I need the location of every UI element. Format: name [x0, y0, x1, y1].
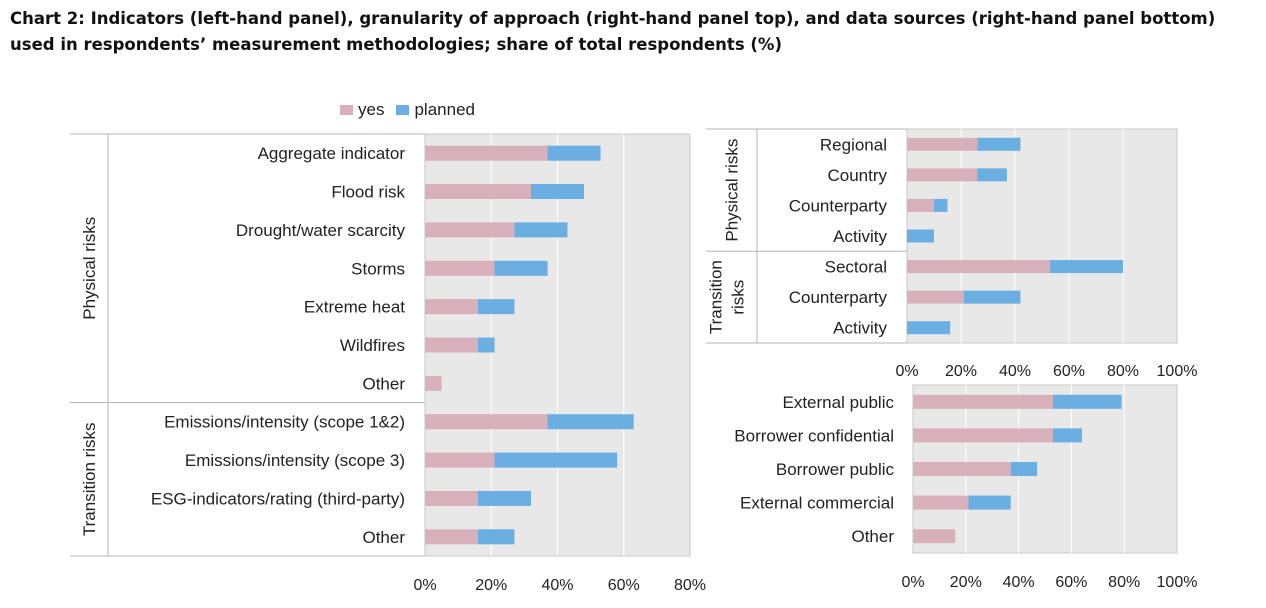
panel-1-bar-planned-flood-risk: [531, 184, 584, 200]
panel-1-bar-yes-esg-indicators-rating-third-party: [425, 490, 478, 506]
panel-3-bar-planned-borrower-confidential: [1052, 428, 1082, 443]
panel-3-bar-yes-external-public: [913, 394, 1053, 409]
panel-1-bar-planned-wildfires: [478, 337, 495, 353]
panel-1-xtick-label: 0%: [413, 577, 436, 594]
panel-1-bar-planned-emissions-intensity-scope-3: [494, 452, 618, 468]
panel-1-bar-planned-storms: [494, 260, 548, 276]
panel-2-xtick-label: 0%: [895, 363, 918, 380]
panel-3-bar-yes-other: [913, 529, 956, 544]
panel-1-bar-planned-other: [478, 529, 515, 545]
panel-3-bar-yes-borrower-confidential: [913, 428, 1053, 443]
panel-2-bar-planned-regional: [977, 137, 1021, 151]
panel-2-category-label-activity: Activity: [833, 227, 887, 246]
panel-2-category-label-counterparty: Counterparty: [789, 288, 888, 307]
legend-label-planned: planned: [414, 100, 475, 119]
panel-2-plot-area: [906, 128, 1178, 344]
panel-2-xtick-label: 40%: [999, 363, 1031, 380]
panel-3-category-label-other: Other: [851, 527, 894, 546]
panel-2-group-label-transition-risks-part: Transition: [707, 260, 726, 334]
panel-2-category-label-sectoral: Sectoral: [825, 258, 887, 277]
panel-3-category-label-borrower-confidential: Borrower confidential: [734, 426, 894, 445]
panel-1-bar-yes-emissions-intensity-scope-3: [425, 452, 495, 468]
panel-1-group-label-transition-risks: Transition risks: [80, 422, 99, 536]
panel-1-bar-yes-drought-water-scarcity: [425, 222, 515, 238]
panel-2-bar-yes-country: [907, 168, 978, 182]
chart-title: Chart 2: Indicators (left-hand panel), g…: [10, 9, 1216, 54]
panel-1-category-label-flood-risk: Flood risk: [331, 183, 405, 202]
panel-2-category-label-activity: Activity: [833, 319, 887, 338]
panel-3-xtick-label: 20%: [950, 574, 982, 591]
panel-1-xtick-label: 40%: [541, 577, 573, 594]
panel-2-bar-yes-regional: [907, 137, 978, 151]
legend-swatch-planned: [396, 105, 410, 115]
panel-1-bar-planned-extreme-heat: [478, 299, 515, 315]
panel-1-bar-yes-other: [425, 529, 478, 545]
legend-item-planned: planned: [396, 100, 475, 120]
panel-2-xtick-label: 100%: [1157, 363, 1198, 380]
panel-1-category-label-storms: Storms: [351, 259, 405, 278]
panel-3-xtick-label: 60%: [1055, 574, 1087, 591]
panel-1-bar-yes-emissions-intensity-scope-1-2: [425, 414, 548, 430]
legend-label-yes: yes: [358, 100, 385, 119]
panel-2-xtick-label: 60%: [1053, 363, 1085, 380]
panel-2-xtick-label: 80%: [1107, 363, 1139, 380]
panel-2-bar-planned-sectoral: [1050, 260, 1123, 274]
panel-3-xtick-label: 80%: [1108, 574, 1140, 591]
panel-1-category-label-other: Other: [362, 528, 405, 547]
panel-2-bar-planned-activity: [907, 229, 934, 243]
legend-swatch-yes: [340, 105, 353, 115]
panel-3-category-label-external-commercial: External commercial: [740, 494, 894, 513]
panel-2-category-label-regional: Regional: [820, 135, 887, 154]
panel-1-bar-planned-emissions-intensity-scope-1-2: [547, 414, 634, 430]
panel-2-bar-planned-counterparty: [963, 290, 1021, 304]
panel-1-group-label-physical-risks: Physical risks: [80, 217, 99, 320]
panel-1-xtick-label: 60%: [608, 577, 640, 594]
panel-1-category-label-wildfires: Wildfires: [340, 336, 405, 355]
panel-1-bar-yes-extreme-heat: [425, 299, 478, 315]
panel-1-category-label-extreme-heat: Extreme heat: [304, 298, 405, 317]
panel-2-xtick-label: 20%: [945, 363, 977, 380]
panel-1-bar-planned-aggregate-indicator: [547, 145, 601, 161]
panel-1-category-label-esg-indicators-rating-third-party: ESG-indicators/rating (third-party): [151, 489, 405, 508]
panel-2-bar-yes-sectoral: [907, 260, 1051, 274]
panel-3-bar-planned-external-commercial: [968, 495, 1011, 510]
panel-2-bar-planned-activity: [907, 321, 951, 335]
legend: yes planned: [340, 100, 487, 120]
panel-3-bar-yes-external-commercial: [913, 495, 969, 510]
panel-1-bar-planned-drought-water-scarcity: [514, 222, 568, 238]
panel-1-category-label-drought-water-scarcity: Drought/water scarcity: [236, 221, 406, 240]
panel-1-bar-yes-other: [425, 375, 442, 391]
panel-2-bar-planned-counterparty: [934, 198, 948, 212]
panel-2-group-label-physical-risks: Physical risks: [723, 139, 742, 242]
panel-3-bar-planned-external-public: [1052, 394, 1122, 409]
panel-1-bar-yes-wildfires: [425, 337, 478, 353]
panel-1-xtick-label: 20%: [475, 577, 507, 594]
panel-3-xtick-label: 100%: [1157, 574, 1198, 591]
panel-1-bar-planned-esg-indicators-rating-third-party: [478, 490, 531, 506]
panel-1-category-label-aggregate-indicator: Aggregate indicator: [258, 144, 406, 163]
panel-1-xtick-label: 80%: [674, 577, 706, 594]
panel-3-xtick-label: 40%: [1003, 574, 1035, 591]
panel-2-category-label-counterparty: Counterparty: [789, 196, 888, 215]
panel-2-group-label-transition-risks-part: risks: [729, 280, 748, 315]
panel-2-category-label-country: Country: [827, 166, 887, 185]
panel-2-bar-yes-counterparty: [907, 290, 964, 304]
panel-1-bar-yes-flood-risk: [425, 184, 531, 200]
panel-1-category-label-emissions-intensity-scope-1-2: Emissions/intensity (scope 1&2): [164, 413, 405, 432]
panel-3-bar-yes-borrower-public: [913, 462, 1011, 476]
panel-1-category-label-emissions-intensity-scope-3: Emissions/intensity (scope 3): [185, 451, 405, 470]
panel-1-category-label-other: Other: [362, 374, 405, 393]
legend-item-yes: yes: [340, 100, 384, 120]
panel-2-bar-planned-country: [977, 168, 1007, 182]
panel-1-bar-yes-storms: [425, 260, 495, 276]
panel-1-bar-yes-aggregate-indicator: [425, 145, 548, 161]
panel-3-xtick-label: 0%: [901, 574, 924, 591]
panel-3-bar-planned-borrower-public: [1010, 462, 1038, 476]
panel-3-category-label-external-public: External public: [782, 393, 894, 412]
panel-3-category-label-borrower-public: Borrower public: [776, 460, 895, 479]
panel-2-bar-yes-counterparty: [907, 198, 934, 212]
